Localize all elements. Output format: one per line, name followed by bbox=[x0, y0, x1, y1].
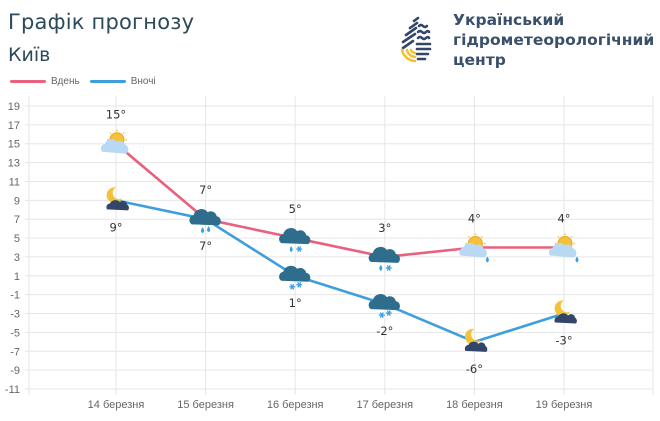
y-tick-label: -5 bbox=[10, 327, 20, 339]
legend-item-night[interactable]: Вночі bbox=[89, 76, 156, 87]
org-name-line-2: гідрометеорологічний bbox=[453, 31, 655, 49]
org-name-line-3: центр bbox=[453, 51, 506, 69]
y-tick-label: 7 bbox=[14, 214, 20, 226]
y-tick-label: 5 bbox=[14, 233, 20, 245]
ugc-logo-icon bbox=[400, 14, 432, 63]
x-tick-label: 17 березня bbox=[356, 399, 413, 411]
page-title: Графік прогнозу bbox=[8, 10, 195, 34]
x-tick-label: 18 березня bbox=[446, 399, 503, 411]
data-label-day: 4° bbox=[468, 212, 481, 226]
legend-item-day[interactable]: Вдень bbox=[10, 76, 80, 87]
x-tick-label: 14 березня bbox=[88, 399, 145, 411]
data-label-night: 9° bbox=[109, 220, 122, 234]
legend-label-night: Вночі bbox=[130, 76, 156, 87]
series-line-night bbox=[115, 199, 565, 344]
y-tick-label: 17 bbox=[8, 120, 20, 132]
city-name: Київ bbox=[8, 44, 51, 66]
moon-cloud-icon bbox=[554, 300, 577, 324]
y-tick-label: 13 bbox=[8, 158, 20, 170]
y-tick-label: -7 bbox=[10, 346, 20, 358]
data-label-day: 7° bbox=[199, 183, 212, 197]
organization-name: Український гідрометеорологічний центр bbox=[453, 10, 654, 70]
y-tick-label: 1 bbox=[14, 271, 20, 283]
x-tick-label: 15 березня bbox=[177, 399, 234, 411]
y-tick-label: 9 bbox=[14, 195, 20, 207]
data-label-night: -6° bbox=[466, 362, 483, 376]
legend-label-day: Вдень bbox=[51, 76, 80, 87]
data-label-day: 3° bbox=[378, 221, 391, 235]
chart-legend: Вдень Вночі bbox=[10, 76, 166, 87]
y-tick-label: 15 bbox=[8, 139, 20, 151]
sun-cloud-icon bbox=[100, 129, 129, 154]
legend-swatch-night bbox=[89, 80, 126, 83]
x-tick-label: 19 березня bbox=[536, 399, 593, 411]
data-label-night: 1° bbox=[289, 296, 302, 310]
data-label-night: 7° bbox=[199, 239, 212, 253]
y-tick-label: 11 bbox=[9, 176, 20, 188]
data-label-day: 15° bbox=[106, 108, 126, 122]
series-line-day bbox=[115, 142, 564, 259]
y-tick-label: 3 bbox=[14, 252, 20, 264]
data-label-day: 4° bbox=[557, 212, 570, 226]
y-tick-label: 19 bbox=[8, 101, 20, 113]
org-name-line-1: Український bbox=[453, 11, 565, 29]
moon-cloud-icon bbox=[106, 187, 129, 211]
y-tick-label: -1 bbox=[10, 290, 20, 302]
data-label-night: -2° bbox=[376, 324, 393, 338]
data-label-night: -3° bbox=[555, 334, 572, 348]
legend-swatch-day bbox=[10, 80, 46, 83]
y-tick-label: -9 bbox=[10, 365, 20, 377]
data-label-day: 5° bbox=[289, 202, 302, 216]
y-tick-label: -11 bbox=[5, 384, 20, 396]
x-tick-label: 16 березня bbox=[267, 399, 324, 411]
y-tick-label: -3 bbox=[10, 309, 20, 321]
